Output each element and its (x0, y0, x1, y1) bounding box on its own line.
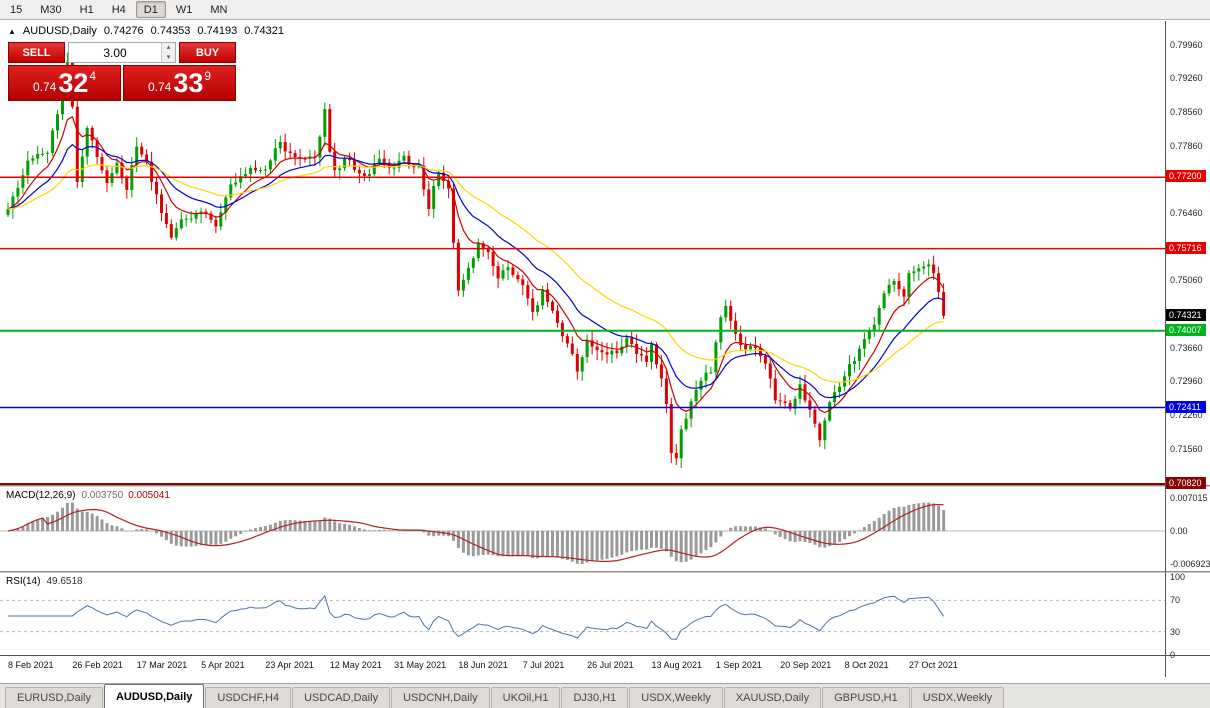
sell-button[interactable]: SELL (8, 42, 65, 63)
ohlc-open: 0.74276 (103, 25, 144, 37)
ohlc-close: 0.74321 (244, 25, 284, 37)
rsi-axis-tick: 0 (1170, 650, 1176, 660)
price-axis-tick: 0.79260 (1170, 73, 1203, 84)
collapse-panel-icon[interactable]: ▲ (8, 26, 16, 36)
macd-name: MACD(12,26,9) (6, 490, 76, 501)
price-axis-tick: 0.72260 (1170, 409, 1203, 420)
price-line-label: 0.75716 (1166, 241, 1206, 254)
sell-price-big: 32 (58, 68, 89, 98)
chart-tab-eurusd-daily[interactable]: EURUSD,Daily (5, 687, 103, 708)
time-axis-label: 8 Feb 2021 (8, 660, 54, 670)
time-axis-label: 31 May 2021 (394, 660, 447, 670)
time-axis-label: 26 Feb 2021 (72, 660, 123, 670)
time-axis-label: 7 Jul 2021 (522, 660, 565, 670)
rsi-canvas[interactable] (0, 573, 1165, 655)
volume-increase-button[interactable]: ▴ (162, 43, 175, 53)
price-axis-tick: 0.75060 (1170, 275, 1203, 286)
time-axis-label: 8 Oct 2021 (844, 660, 889, 670)
chart-tab-ukoil-h1[interactable]: UKOil,H1 (490, 687, 561, 708)
price-axis-tick: 0.77860 (1170, 140, 1203, 151)
time-axis-label: 23 Apr 2021 (265, 660, 314, 670)
volume-spinner: ▴ ▾ (161, 43, 175, 62)
panel-divider[interactable] (0, 571, 1210, 573)
volume-decrease-button[interactable]: ▾ (162, 52, 175, 62)
price-line-label: 0.77200 (1166, 170, 1206, 183)
time-axis[interactable]: 8 Feb 2021 26 Feb 2021 17 Mar 2021 5 Apr 20… (0, 656, 1165, 683)
time-axis-label: 17 Mar 2021 (136, 660, 188, 670)
time-axis-label: 18 Jun 2021 (458, 660, 508, 670)
ohlc-high: 0.74353 (150, 25, 191, 37)
rsi-axis-tick: 100 (1170, 572, 1186, 582)
timeframe-button-h1[interactable]: H1 (79, 3, 94, 16)
chart-tabs-bar: EURUSD,Daily AUDUSD,Daily USDCHF,H4 USDCAD,… (0, 683, 1210, 708)
time-axis-label: 27 Oct 2021 (908, 660, 958, 670)
rsi-header: RSI(14) 49.6518 (6, 576, 83, 587)
sell-price-prefix: 0.74 (32, 80, 57, 94)
macd-axis-tick: -0.006923 (1170, 558, 1210, 569)
price-axis-tick: 0.76460 (1170, 207, 1203, 218)
rsi-value: 49.6518 (46, 576, 83, 587)
timeframe-button-15[interactable]: 15 (10, 3, 23, 16)
price-axis-tick: 0.73660 (1170, 342, 1203, 353)
timeframe-button-h4[interactable]: H4 (111, 3, 126, 16)
chart-tab-xauusd-daily[interactable]: XAUUSD,Daily (723, 687, 822, 708)
chart-ohlc-header: ▲ AUDUSD,Daily 0.74276 0.74353 0.74193 0… (8, 25, 284, 37)
buy-button[interactable]: BUY (179, 42, 236, 63)
panel-divider[interactable] (0, 485, 1210, 487)
timeframe-button-w1[interactable]: W1 (175, 3, 193, 16)
macd-signal-value: 0.005041 (128, 490, 170, 501)
price-axis-border (1165, 21, 1166, 677)
timeframe-button-m30[interactable]: M30 (40, 3, 62, 16)
time-axis-label: 20 Sep 2021 (780, 660, 832, 670)
price-axis-tick: 0.72960 (1170, 376, 1203, 387)
buy-price-pip: 9 (204, 69, 212, 83)
sell-price-button[interactable]: 0.74 32 4 (8, 65, 121, 101)
symbol-title: AUDUSD,Daily (22, 25, 97, 37)
timeframe-toolbar: 15 M30 H1 H4 D1 W1 MN (0, 0, 1210, 20)
chart-tab-audusd-daily[interactable]: AUDUSD,Daily (103, 684, 205, 708)
price-axis-tick: 0.79960 (1170, 39, 1203, 50)
buy-price-button[interactable]: 0.74 33 9 (123, 65, 236, 101)
macd-axis-tick: 0.00 (1170, 526, 1188, 536)
main-chart-canvas[interactable] (0, 21, 1165, 485)
time-axis-label: 13 Aug 2021 (651, 660, 703, 670)
chart-tab-usdchf-h4[interactable]: USDCHF,H4 (205, 687, 292, 708)
price-axis-tick: 0.71560 (1170, 443, 1203, 454)
price-line-label: 0.74321 (1166, 308, 1206, 321)
time-axis-label: 5 Apr 2021 (201, 660, 245, 670)
sell-price-pip: 4 (89, 69, 97, 83)
macd-canvas[interactable] (0, 487, 1165, 571)
volume-input[interactable] (69, 43, 161, 62)
rsi-axis-tick: 70 (1170, 595, 1181, 606)
time-axis-label: 1 Sep 2021 (715, 660, 762, 670)
chart-bottom-border (0, 655, 1210, 656)
one-click-trading-panel: SELL ▴ ▾ BUY 0.74 32 4 0.74 33 9 (8, 42, 236, 101)
chart-tab-usdcad-daily[interactable]: USDCAD,Daily (292, 687, 391, 708)
buy-price-prefix: 0.74 (147, 80, 172, 94)
time-axis-label: 26 Jul 2021 (587, 660, 634, 670)
chart-tab-usdcnh-daily[interactable]: USDCNH,Daily (391, 687, 490, 708)
macd-main-value: 0.003750 (81, 490, 124, 501)
chart-tab-usdx-weekly[interactable]: USDX,Weekly (629, 687, 723, 708)
time-axis-label: 12 May 2021 (329, 660, 382, 670)
price-axis[interactable]: 0.799600.792600.785600.778600.771600.764… (1166, 21, 1210, 681)
price-line-label: 0.72411 (1166, 400, 1206, 413)
buy-price-big: 33 (173, 68, 204, 98)
ohlc-low: 0.74193 (197, 25, 238, 37)
timeframe-button-d1[interactable]: D1 (135, 1, 166, 18)
price-axis-tick: 0.78560 (1170, 106, 1203, 117)
macd-axis-tick: 0.007015 (1170, 493, 1208, 503)
price-line-label: 0.74007 (1166, 323, 1206, 336)
chart-tab-dj30-h1[interactable]: DJ30,H1 (561, 687, 629, 708)
rsi-axis-tick: 30 (1170, 626, 1181, 637)
price-line-label: 0.70820 (1166, 477, 1206, 489)
macd-header: MACD(12,26,9) 0.003750 0.005041 (6, 490, 170, 501)
chart-tab-usdx-weekly[interactable]: USDX,Weekly (910, 687, 1005, 708)
volume-field: ▴ ▾ (68, 42, 176, 63)
rsi-name: RSI(14) (6, 576, 41, 587)
chart-tab-gbpusd-h1[interactable]: GBPUSD,H1 (822, 687, 910, 708)
timeframe-button-mn[interactable]: MN (210, 3, 228, 16)
